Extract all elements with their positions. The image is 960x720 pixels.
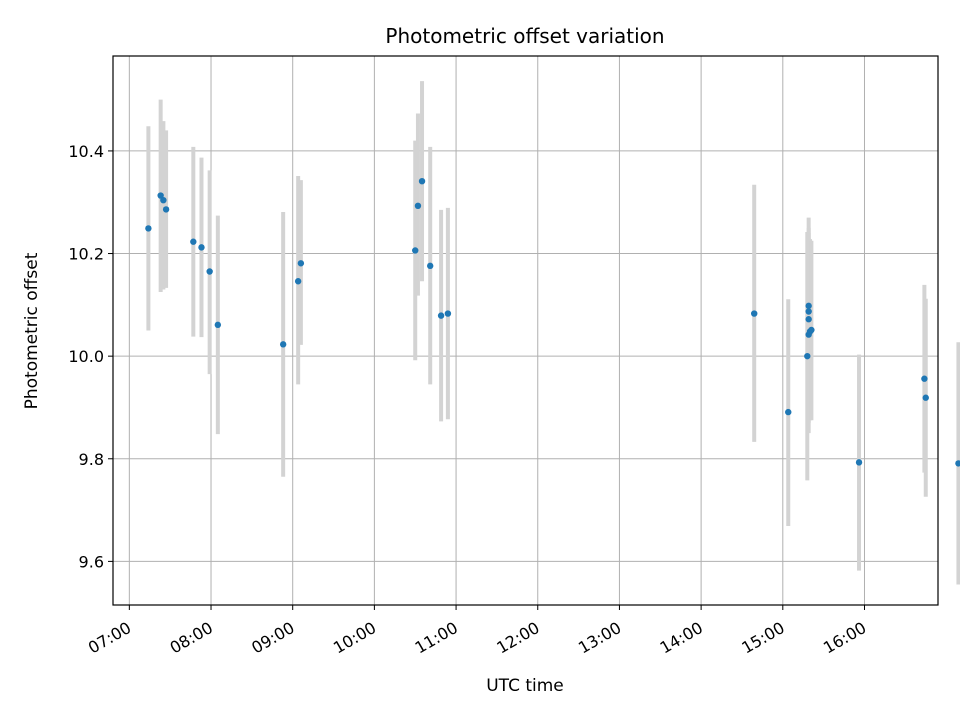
data-point: [444, 310, 452, 317]
data-point: [157, 192, 164, 199]
data-point: [804, 352, 811, 360]
data-point: [414, 202, 422, 210]
data-point: [805, 308, 812, 315]
y-tick-label: 10.4: [68, 142, 104, 161]
data-point: [412, 247, 419, 254]
data-point: [206, 268, 213, 275]
data-point: [808, 326, 815, 334]
data-point: [855, 459, 863, 466]
data-point: [297, 260, 305, 267]
y-axis: 9.6 9.8 10.0 10.2 10.4: [68, 142, 113, 571]
data-point: [279, 341, 287, 348]
chart-title: Photometric offset variation: [385, 24, 664, 48]
data-point: [418, 177, 426, 185]
data-point: [427, 262, 434, 270]
data-point: [162, 206, 170, 213]
data-point: [437, 312, 445, 319]
data-point: [805, 316, 812, 323]
data-point: [198, 244, 205, 251]
data-point: [805, 302, 812, 310]
data-point: [922, 394, 929, 401]
data-point: [214, 321, 222, 329]
plot-area-frame: [112, 55, 939, 606]
data-point: [955, 460, 960, 467]
data-point: [190, 238, 197, 245]
x-axis-title: UTC time: [486, 676, 564, 696]
grid: [113, 56, 938, 605]
data-point: [160, 196, 167, 204]
y-tick-label: 10.2: [68, 245, 104, 264]
data-points: [145, 177, 960, 467]
data-point: [921, 375, 928, 382]
y-tick-label: 10.0: [68, 347, 104, 366]
data-point: [785, 408, 792, 416]
data-point: [751, 310, 758, 317]
y-tick-label: 9.6: [79, 552, 104, 571]
y-tick-label: 9.8: [79, 450, 104, 469]
data-point: [294, 278, 302, 285]
y-axis-title: Photometric offset: [22, 252, 42, 409]
data-point: [145, 225, 152, 232]
